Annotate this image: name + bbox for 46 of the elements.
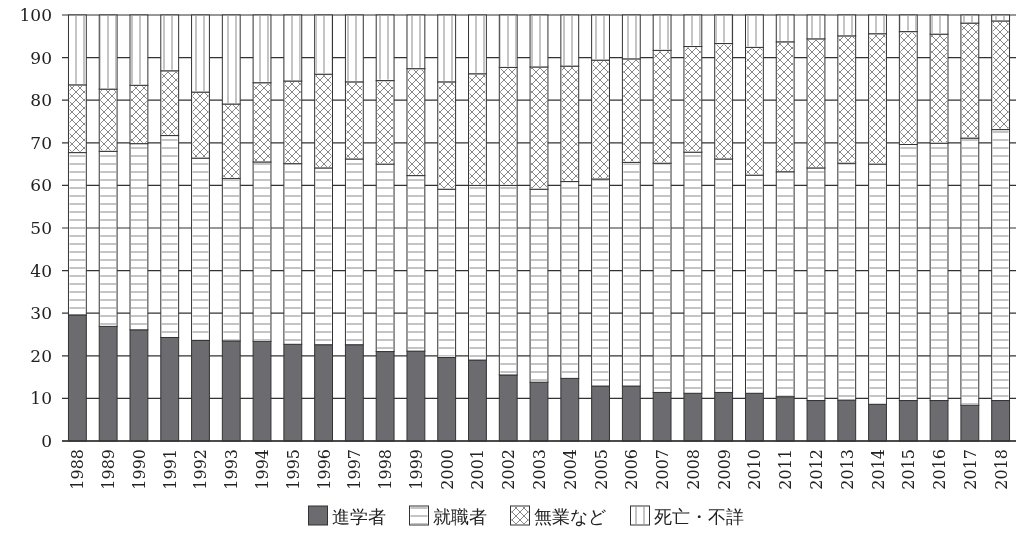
x-tick-label: 2009 — [714, 449, 734, 490]
x-tick-label: 1995 — [283, 449, 303, 490]
x-tick-label: 2005 — [591, 449, 611, 490]
x-tick-label: 1992 — [191, 449, 211, 490]
x-tick-label: 1993 — [222, 449, 242, 490]
x-tick-label: 2016 — [930, 449, 950, 490]
x-tick-label: 1991 — [160, 449, 180, 490]
x-tick-label: 2006 — [622, 449, 642, 490]
y-tick-label: 50 — [30, 218, 52, 238]
y-tick-label: 10 — [30, 388, 52, 409]
x-tick-label: 2010 — [745, 449, 765, 490]
y-tick-label: 80 — [30, 90, 52, 111]
legend-label: 無業など — [533, 506, 606, 527]
x-tick-label: 1989 — [99, 449, 119, 490]
x-tick-label: 2008 — [683, 449, 703, 490]
x-tick-label: 2017 — [960, 449, 980, 490]
x-tick-label: 2011 — [776, 449, 796, 490]
x-tick-label: 2013 — [837, 449, 857, 490]
x-tick-label: 2007 — [653, 449, 673, 490]
x-tick-label: 2015 — [899, 449, 919, 490]
x-tick-label: 2002 — [499, 449, 519, 490]
x-tick-label: 2001 — [468, 449, 488, 490]
x-tick-label: 2000 — [437, 449, 457, 490]
x-tick-label: 1990 — [129, 449, 149, 490]
x-tick-label: 1994 — [253, 449, 273, 490]
x-tick-label: 2004 — [560, 449, 580, 490]
x-tick-label: 1988 — [68, 449, 88, 490]
legend-label: 死亡・不詳 — [653, 506, 744, 527]
y-tick-label: 90 — [30, 47, 52, 68]
y-tick-label: 100 — [19, 5, 52, 25]
x-tick-label: 1999 — [406, 449, 426, 490]
y-tick-label: 40 — [30, 260, 52, 281]
x-tick-label: 1998 — [376, 449, 396, 490]
y-tick-label: 0 — [41, 431, 52, 451]
x-tick-label: 1996 — [314, 449, 334, 490]
legend-label: 進学者 — [331, 506, 386, 527]
x-tick-label: 2003 — [530, 449, 549, 490]
x-tick-label: 2018 — [991, 449, 1011, 490]
y-tick-label: 30 — [30, 303, 52, 324]
x-tick-label: 2014 — [868, 449, 888, 490]
x-tick-label: 2012 — [806, 449, 826, 490]
y-tick-label: 20 — [30, 345, 52, 366]
y-tick-label: 70 — [30, 132, 52, 153]
legend-label: 就職者 — [432, 506, 487, 527]
x-tick-label: 1997 — [345, 449, 365, 490]
y-tick-label: 60 — [30, 175, 52, 196]
